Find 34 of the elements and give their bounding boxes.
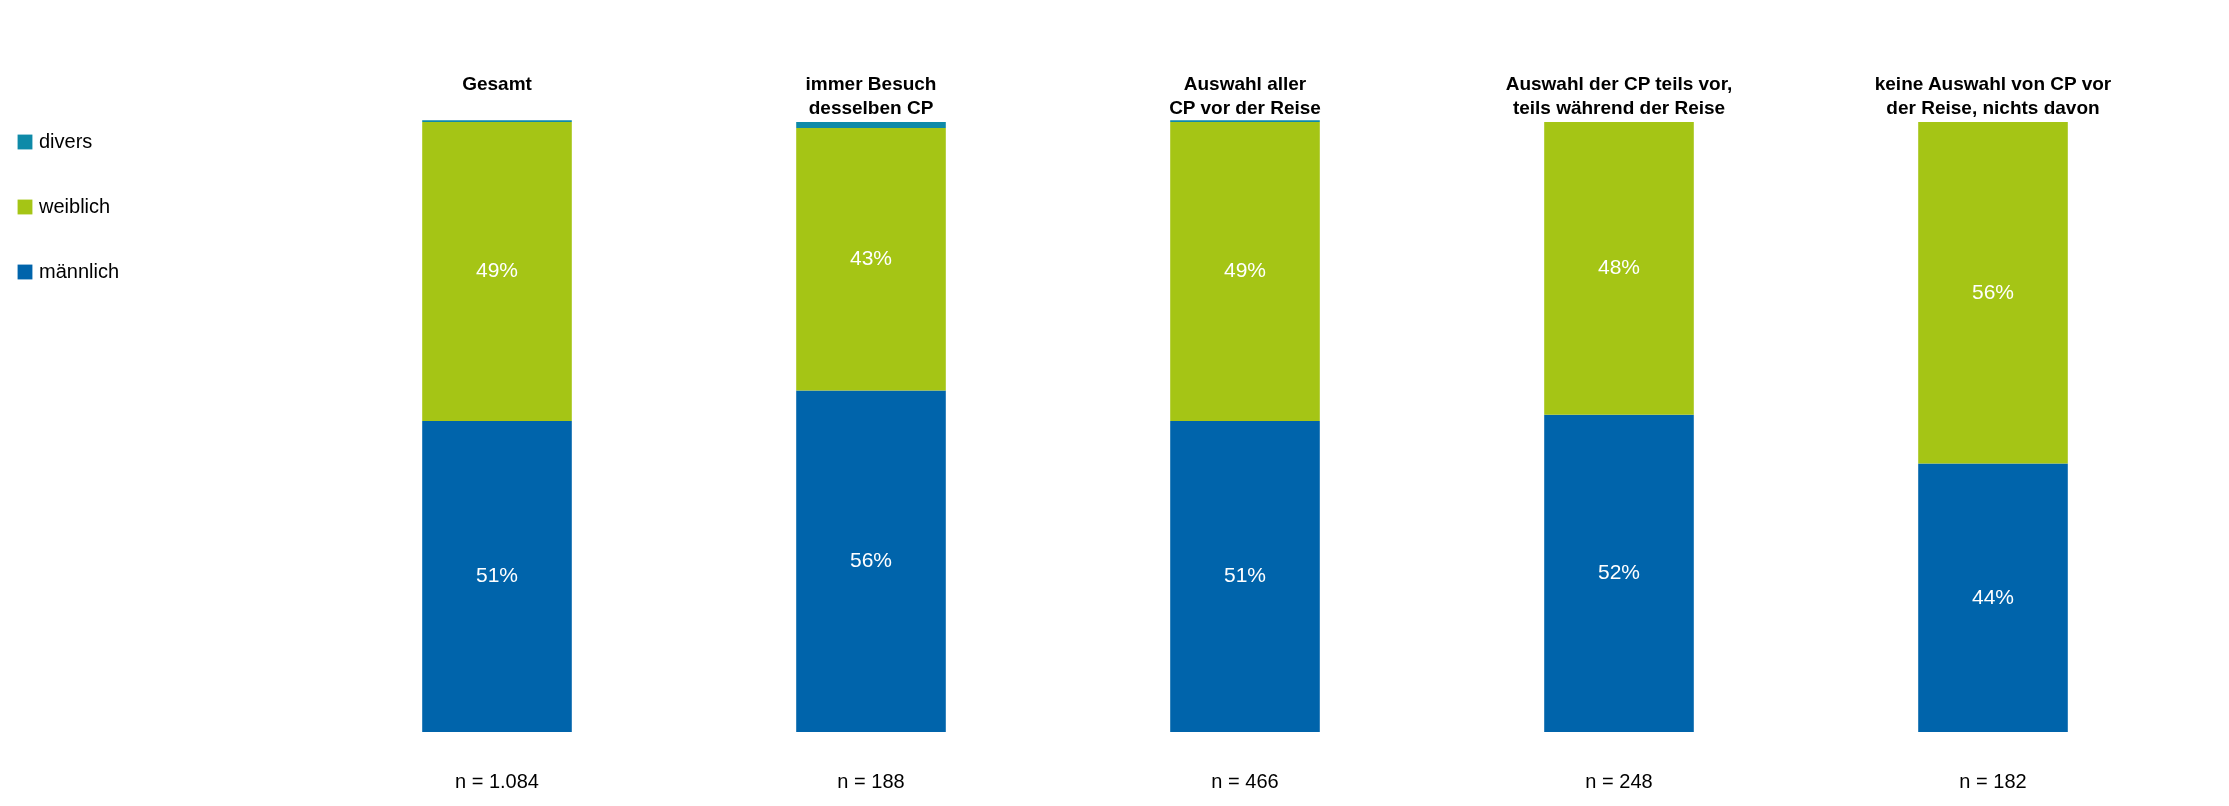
x-tick-label: Gesamt bbox=[462, 73, 533, 94]
x-tick-label: keine Auswahl von CP vor der Reise, nichts davon bbox=[1874, 73, 2112, 118]
x-tick-label: immer Besuch desselben CP bbox=[805, 73, 937, 118]
data-label: 49% bbox=[1223, 258, 1267, 282]
text: n = 1.084 bbox=[455, 770, 539, 792]
bar bbox=[1544, 414, 1694, 732]
bar bbox=[796, 390, 946, 732]
bar bbox=[796, 128, 946, 391]
bar bbox=[796, 122, 946, 129]
data-label: 51% bbox=[475, 563, 519, 587]
x-tick-label: Auswahl aller CP vor der Reise bbox=[1169, 73, 1321, 118]
legend-label: weiblich bbox=[38, 195, 111, 217]
data-label: 56% bbox=[849, 548, 893, 572]
data-label: 56% bbox=[1971, 279, 2015, 303]
bar bbox=[422, 420, 572, 732]
bar bbox=[1170, 122, 1320, 421]
data-label: 44% bbox=[1971, 584, 2015, 608]
legend-label: männlich bbox=[39, 260, 120, 282]
data-label: 49% bbox=[475, 258, 519, 282]
data-label: 51% bbox=[1223, 563, 1267, 587]
text: n = 466 bbox=[1211, 770, 1279, 792]
data-label: 52% bbox=[1597, 560, 1641, 584]
text: n = 188 bbox=[837, 770, 905, 792]
bar bbox=[1918, 463, 2068, 732]
data-label: 43% bbox=[849, 246, 893, 270]
text: n = 248 bbox=[1585, 770, 1653, 792]
bar bbox=[422, 122, 572, 421]
data-label: 48% bbox=[1597, 255, 1641, 279]
text: n = 182 bbox=[1959, 770, 2027, 792]
x-tick-label: Auswahl der CP teils vor, teils während der Reise bbox=[1505, 73, 1733, 118]
bar bbox=[1544, 122, 1694, 415]
bar bbox=[1918, 122, 2068, 464]
legend-label: divers bbox=[39, 130, 93, 152]
bar bbox=[1170, 420, 1320, 732]
